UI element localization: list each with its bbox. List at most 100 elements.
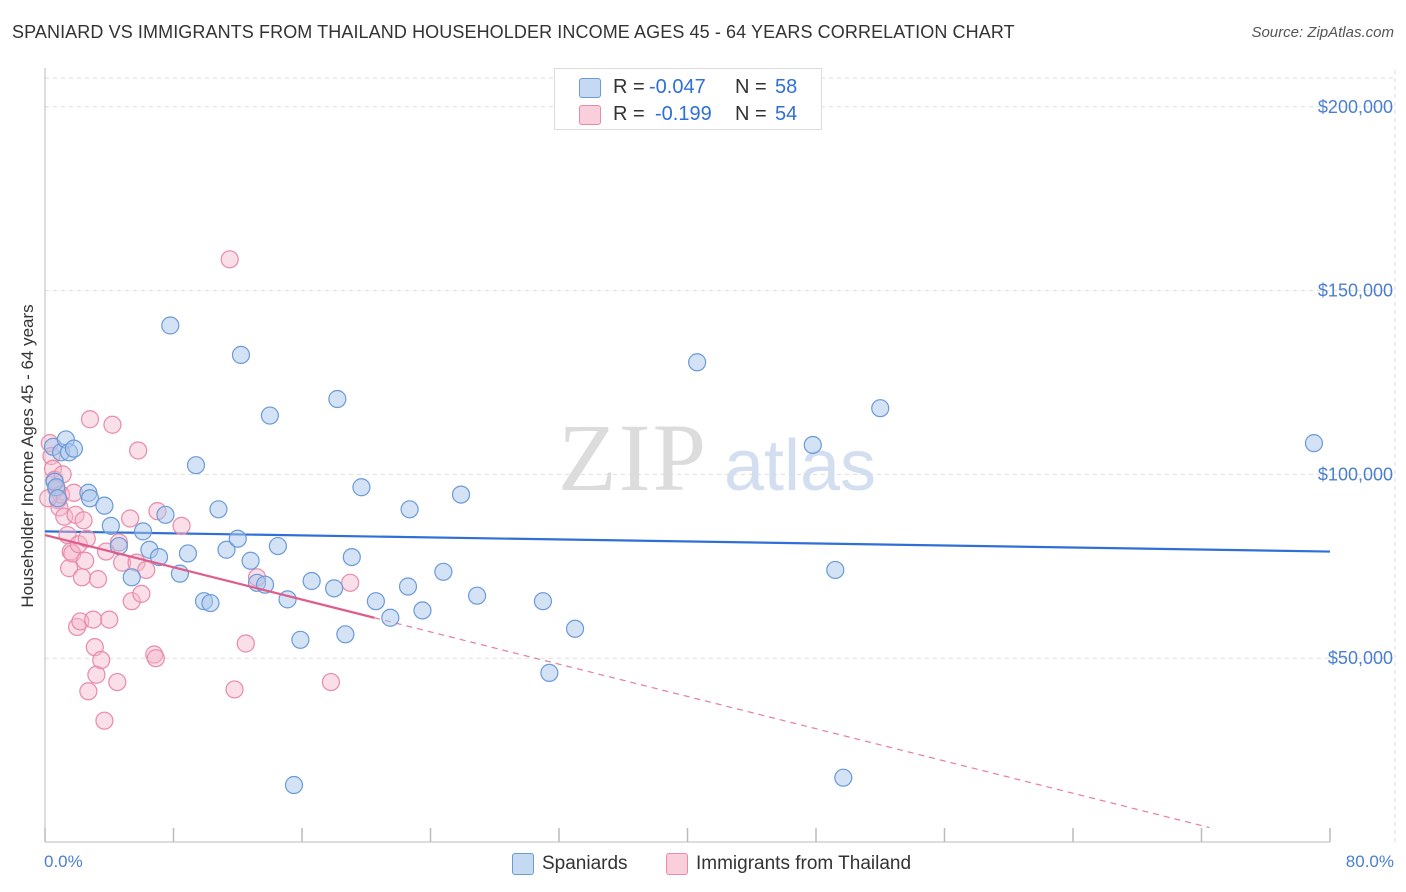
legend-label-spaniards: Spaniards (542, 853, 628, 874)
legend-swatch-blue (579, 78, 601, 98)
legend-r-label: R = (613, 76, 645, 98)
point-spaniards (336, 625, 355, 644)
point-spaniards (291, 630, 310, 649)
point-thailand (79, 682, 98, 701)
point-thailand (321, 672, 341, 692)
point-spaniards (241, 551, 260, 570)
point-thailand (77, 529, 96, 548)
x-tick-min: 0.0% (44, 852, 83, 871)
point-thailand (92, 650, 111, 670)
point-spaniards (161, 316, 180, 335)
legend-n-value: 58 (775, 76, 798, 98)
point-spaniards (149, 547, 169, 567)
legend-swatch-pink (666, 853, 688, 875)
legend-n-label: N = (735, 76, 767, 98)
source-label: Source: ZipAtlas.com (1251, 24, 1394, 41)
point-spaniards (1304, 434, 1324, 453)
point-spaniards (80, 489, 100, 508)
point-thailand (74, 511, 93, 530)
point-thailand (341, 573, 360, 592)
point-spaniards (325, 579, 344, 598)
trend-line-spaniards (44, 530, 1331, 553)
axes (44, 68, 1331, 843)
gridlines (45, 70, 1396, 842)
point-thailand (95, 711, 114, 730)
point-spaniards (156, 505, 175, 524)
point-thailand (100, 610, 119, 629)
point-spaniards (217, 540, 236, 559)
point-spaniards (398, 577, 418, 596)
legend-r-value: -0.199 (655, 103, 712, 125)
point-thailand (132, 584, 151, 603)
trend-line-thailand (44, 533, 375, 619)
point-thailand (225, 680, 244, 699)
point-thailand (84, 610, 103, 629)
point-spaniards (228, 529, 247, 548)
point-spaniards (231, 345, 251, 365)
point-spaniards (467, 586, 487, 605)
legend-swatch-blue (512, 853, 534, 875)
legend-r-value: -0.047 (649, 76, 706, 98)
correlation-legend: R = -0.047 N = 58 R = -0.199 N = 54 (554, 68, 822, 130)
point-spaniards (400, 500, 419, 519)
point-thailand (121, 509, 140, 528)
point-spaniards (381, 608, 400, 627)
y-tick-label: $200,000 (1318, 97, 1393, 117)
legend-swatch-pink (579, 105, 601, 125)
point-thailand (68, 617, 87, 637)
point-thailand (55, 507, 74, 526)
y-tick-label: $100,000 (1318, 464, 1393, 484)
legend-r-label: R = (613, 103, 645, 125)
chart-title: SPANIARD VS IMMIGRANTS FROM THAILAND HOU… (12, 22, 1015, 42)
point-spaniards (826, 560, 845, 580)
point-spaniards (352, 478, 371, 497)
point-thailand (146, 649, 165, 668)
point-spaniards (834, 768, 853, 787)
point-spaniards (122, 568, 141, 587)
point-thailand (122, 592, 141, 611)
point-spaniards (366, 592, 385, 611)
point-thailand (72, 568, 92, 587)
point-thailand (76, 551, 95, 570)
point-thailand (80, 410, 100, 429)
point-spaniards (533, 592, 553, 611)
point-spaniards (64, 439, 84, 458)
point-spaniards (260, 406, 279, 425)
point-spaniards (540, 663, 559, 682)
point-spaniards (565, 619, 585, 638)
point-spaniards (48, 489, 67, 508)
legend-n-value: 54 (775, 103, 798, 125)
point-spaniards (186, 456, 206, 475)
point-spaniards (209, 500, 228, 519)
point-thailand (108, 672, 127, 692)
point-spaniards (101, 516, 120, 535)
point-thailand (129, 441, 148, 460)
watermark-atlas: atlas (724, 426, 876, 506)
y-tick-label: $150,000 (1318, 281, 1393, 301)
point-spaniards (342, 547, 361, 567)
point-spaniards (688, 353, 707, 372)
point-thailand (236, 634, 255, 653)
point-spaniards (328, 389, 347, 409)
point-spaniards (95, 496, 114, 515)
point-thailand (88, 570, 108, 589)
point-spaniards (268, 536, 288, 556)
point-spaniards (871, 399, 890, 418)
point-spaniards (803, 435, 822, 455)
legend-label-thailand: Immigrants from Thailand (696, 853, 912, 874)
point-thailand (87, 665, 106, 684)
point-spaniards (133, 522, 153, 541)
y-tick-label: $50,000 (1328, 648, 1393, 668)
legend-n-label: N = (735, 103, 767, 125)
watermark-zip: ZIP (558, 404, 708, 511)
trend-lines (44, 530, 1331, 829)
x-tick-max: 80.0% (1345, 852, 1394, 871)
point-spaniards (201, 593, 220, 613)
point-spaniards (451, 485, 471, 504)
point-spaniards (284, 775, 304, 795)
watermark: ZIP atlas (558, 404, 876, 511)
point-spaniards (302, 571, 321, 591)
point-thailand (103, 415, 122, 434)
y-tick-labels: $50,000 $100,000 $150,000 $200,000 (1318, 97, 1393, 668)
